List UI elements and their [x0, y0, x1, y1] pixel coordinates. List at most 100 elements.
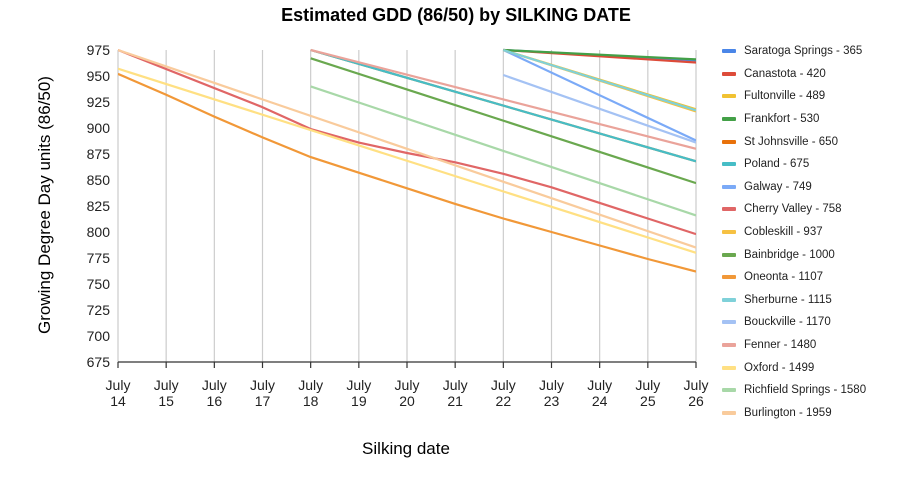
- legend-swatch: [722, 49, 736, 54]
- legend-swatch: [722, 94, 736, 99]
- x-tick-label: July 14: [106, 377, 131, 409]
- legend-label: Cobleskill - 937: [744, 226, 823, 239]
- legend-item: Fultonville - 489: [722, 85, 912, 108]
- legend-swatch: [722, 184, 736, 189]
- legend-item: Saratoga Springs - 365: [722, 40, 912, 63]
- legend-label: Fultonville - 489: [744, 90, 826, 103]
- legend-swatch: [722, 230, 736, 235]
- legend-item: Frankfort - 530: [722, 108, 912, 131]
- y-tick-label: 700: [87, 328, 111, 344]
- legend-item: Poland - 675: [722, 153, 912, 176]
- series-line: [118, 48, 696, 249]
- x-tick-label-line: 22: [496, 393, 512, 409]
- y-tick-label: 900: [87, 120, 111, 136]
- legend-label: Bainbridge - 1000: [744, 248, 835, 261]
- x-tick-label: July 24: [587, 377, 612, 409]
- x-tick-label-line: July: [202, 377, 227, 393]
- series-line: [118, 72, 696, 273]
- x-tick-label: July 16: [202, 377, 227, 409]
- legend-swatch: [722, 139, 736, 144]
- x-tick-label: July 22: [491, 377, 516, 409]
- series-line: [118, 67, 696, 254]
- y-tick-label: 950: [87, 68, 111, 84]
- x-tick-label-line: 18: [303, 393, 319, 409]
- x-tick-label-line: 14: [110, 393, 126, 409]
- x-tick-label-line: July: [491, 377, 516, 393]
- legend-label: Bouckville - 1170: [744, 316, 831, 329]
- y-tick-label: 775: [87, 250, 111, 266]
- legend-label: Galway - 749: [744, 180, 812, 193]
- x-tick-label-line: 25: [640, 393, 656, 409]
- legend-swatch: [722, 117, 736, 122]
- x-tick-label-line: 19: [351, 393, 367, 409]
- x-tick-label: July 23: [539, 377, 564, 409]
- y-tick-label: 675: [87, 354, 111, 370]
- series-line: [502, 48, 696, 112]
- series-line: [118, 48, 696, 236]
- x-tick-label-line: July: [298, 377, 323, 393]
- x-tick-label-line: July: [346, 377, 371, 393]
- legend-item: Cobleskill - 937: [722, 221, 912, 244]
- y-tick-label: 725: [87, 302, 111, 318]
- legend-item: Sherburne - 1115: [722, 289, 912, 312]
- legend-item: Richfield Springs - 1580: [722, 379, 912, 402]
- x-tick-label: July 25: [635, 377, 660, 409]
- legend-swatch: [722, 275, 736, 280]
- x-tick-label: July 20: [395, 377, 420, 409]
- x-tick-label: July 17: [250, 377, 275, 409]
- x-tick-label-line: 21: [447, 393, 463, 409]
- x-tick-label-line: July: [539, 377, 564, 393]
- y-tick-label: 975: [87, 42, 111, 58]
- legend-item: Galway - 749: [722, 176, 912, 199]
- x-tick-label-line: July: [106, 377, 131, 393]
- series-line: [310, 48, 696, 163]
- x-tick-label: July 15: [154, 377, 179, 409]
- series-lines: [118, 48, 696, 273]
- series-line: [503, 48, 696, 61]
- legend-swatch: [722, 388, 736, 393]
- x-tick-label-line: July: [587, 377, 612, 393]
- legend-label: Sherburne - 1115: [744, 293, 832, 306]
- x-tick-label-line: 24: [592, 393, 608, 409]
- x-tick-label: July 19: [346, 377, 371, 409]
- x-tick-label-line: 17: [255, 393, 271, 409]
- legend-label: Frankfort - 530: [744, 113, 820, 126]
- x-tick-label-line: 20: [399, 393, 415, 409]
- y-tick-label: 875: [87, 146, 111, 162]
- legend-item: Oneonta - 1107: [722, 266, 912, 289]
- legend-item: St Johnsville - 650: [722, 130, 912, 153]
- legend-label: Burlington - 1959: [744, 406, 832, 419]
- axes: 975 950 925 900 875 850 825 800 775 750 725 700 675 J…: [87, 42, 709, 409]
- series-line: [310, 85, 696, 217]
- chart-title: Estimated GDD (86/50) by SILKING DATE: [281, 5, 631, 25]
- legend-swatch: [722, 320, 736, 325]
- legend-label: Oneonta - 1107: [744, 271, 824, 284]
- x-axis-title: Silking date: [362, 439, 450, 458]
- legend-item: Bainbridge - 1000: [722, 243, 912, 266]
- y-tick-label: 750: [87, 276, 111, 292]
- legend-label: Oxford - 1499: [744, 361, 815, 374]
- y-tick-label: 825: [87, 198, 111, 214]
- legend-label: Richfield Springs - 1580: [744, 384, 867, 397]
- x-tick-label-line: 26: [688, 393, 704, 409]
- legend-label: Poland - 675: [744, 158, 810, 171]
- legend-label: Cherry Valley - 758: [744, 203, 842, 216]
- legend-swatch: [722, 71, 736, 76]
- series-line: [310, 57, 696, 185]
- y-tick-label: 850: [87, 172, 111, 188]
- x-tick-label-line: July: [250, 377, 275, 393]
- series-line: [502, 73, 696, 144]
- x-tick-label-line: July: [395, 377, 420, 393]
- x-tick-label-line: 23: [544, 393, 560, 409]
- legend-item: Fenner - 1480: [722, 334, 912, 357]
- legend-swatch: [722, 207, 736, 212]
- x-tick-label-line: July: [443, 377, 468, 393]
- series-line: [310, 48, 696, 150]
- legend-swatch: [722, 365, 736, 370]
- x-tick-label-line: July: [635, 377, 660, 393]
- legend-swatch: [722, 252, 736, 257]
- legend: Saratoga Springs - 365 Canastota - 420 Ful…: [722, 40, 912, 424]
- x-tick-label-line: July: [154, 377, 179, 393]
- series-line: [502, 49, 696, 142]
